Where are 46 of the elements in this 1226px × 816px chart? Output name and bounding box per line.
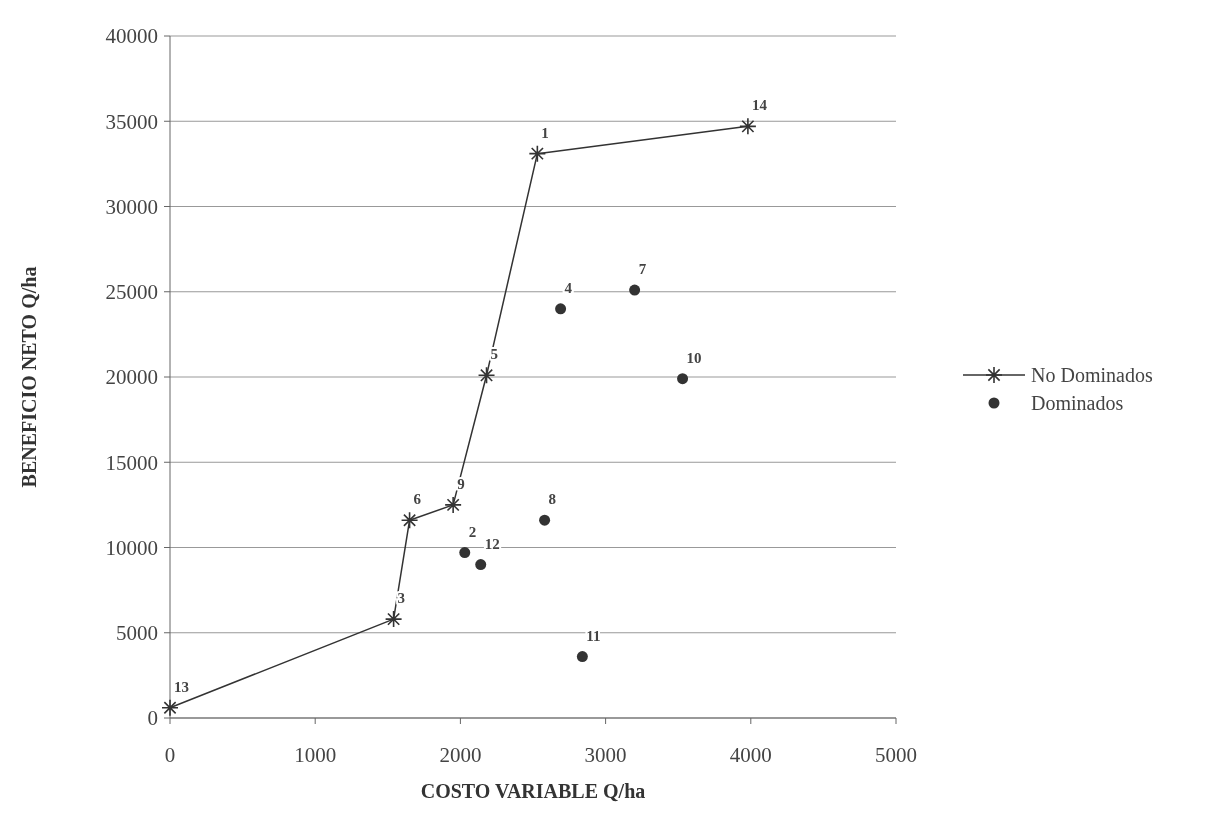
legend-label: Dominados [1031, 392, 1124, 414]
annotation: 3 [397, 590, 406, 607]
y-tick-label: 25000 [105, 280, 158, 305]
y-axis-title: BENEFICIO NETO Q/ha [18, 266, 40, 488]
point [475, 559, 487, 571]
annotation: 8 [548, 491, 557, 508]
annotation: 6 [413, 491, 422, 508]
point [444, 496, 462, 514]
x-tick-label: 4000 [729, 743, 772, 767]
y-tick-label: 10000 [105, 535, 158, 560]
y-tick-label: 30000 [105, 194, 158, 219]
annotation: 14 [751, 97, 768, 114]
x-tick-label: 0 [164, 743, 176, 767]
point [477, 366, 496, 385]
annotation: 7 [638, 261, 647, 278]
point [739, 117, 757, 136]
y-tick-label: 15000 [105, 450, 158, 475]
point [384, 610, 403, 628]
point [539, 514, 551, 526]
x-axis-title: COSTO VARIABLE Q/ha [420, 780, 646, 802]
point [528, 144, 547, 163]
point [629, 284, 641, 296]
annotation: 10 [686, 349, 702, 366]
x-tick-label: 2000 [439, 743, 482, 767]
y-tick-label: 20000 [105, 365, 158, 390]
legend-label: No Dominados [1031, 364, 1153, 386]
point [555, 303, 567, 315]
annotation: 2 [468, 523, 477, 540]
point [576, 651, 588, 663]
x-tick-label: 1000 [294, 743, 337, 767]
x-tick-label: 3000 [584, 743, 627, 767]
point [161, 698, 179, 717]
annotation: 5 [490, 346, 499, 363]
annotation: 4 [564, 279, 573, 296]
y-tick-label: 5000 [116, 621, 158, 646]
y-tick-label: 0 [147, 706, 158, 731]
annotation: 11 [586, 627, 601, 644]
annotation: 12 [484, 535, 500, 552]
annotation: 13 [174, 678, 189, 695]
annotation: 1 [541, 124, 549, 141]
point [677, 373, 689, 385]
point [400, 511, 419, 530]
y-tick-label: 40000 [105, 24, 158, 49]
point [459, 547, 471, 559]
x-tick-label: 5000 [875, 743, 917, 767]
y-tick-label: 35000 [105, 109, 158, 134]
